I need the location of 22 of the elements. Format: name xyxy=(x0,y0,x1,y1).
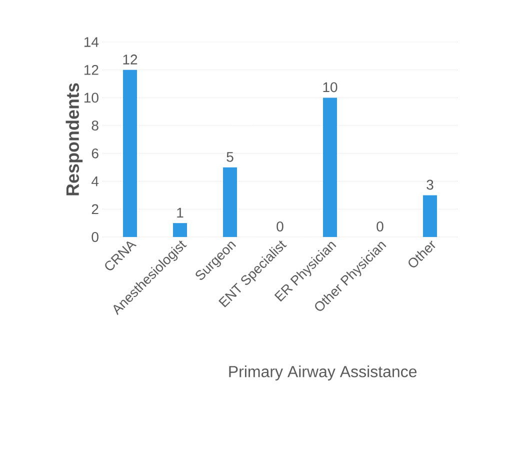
data-label: 3 xyxy=(426,180,434,190)
bar xyxy=(422,195,437,237)
y-tick-label: 6 xyxy=(92,148,98,158)
y-tick-label: 8 xyxy=(92,120,98,131)
bar xyxy=(173,223,187,237)
bar xyxy=(123,70,137,237)
data-label: 12 xyxy=(123,54,138,64)
data-label: 0 xyxy=(376,222,384,232)
x-axis-title: Primary Airway Assistance xyxy=(229,366,417,380)
y-axis-title: Respondents xyxy=(66,83,83,196)
data-label: 0 xyxy=(276,222,284,232)
y-tick-label: 10 xyxy=(84,92,98,103)
y-tick-label: 14 xyxy=(84,37,99,47)
y-tick-label: 4 xyxy=(92,176,99,186)
y-tick-label: 0 xyxy=(92,232,98,242)
data-label: 10 xyxy=(323,82,338,92)
y-tick-label: 2 xyxy=(92,204,98,214)
data-label: 5 xyxy=(226,152,234,162)
bar xyxy=(223,167,237,237)
bar xyxy=(322,98,337,237)
y-tick-label: 12 xyxy=(84,64,98,75)
data-label: 1 xyxy=(177,208,184,218)
